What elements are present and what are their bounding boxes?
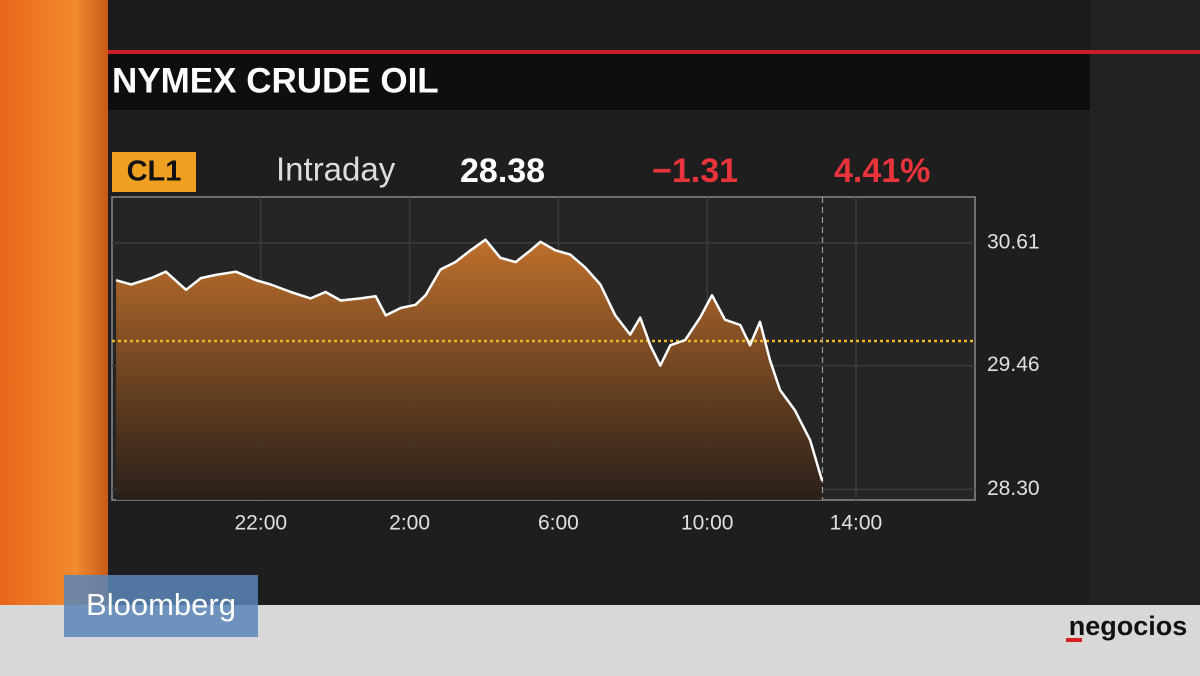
y-tick-label: 30.61 <box>987 230 1040 253</box>
title-band <box>108 54 1090 110</box>
price-area <box>116 239 823 500</box>
x-tick-label: 2:00 <box>389 512 430 535</box>
ticker: CL1 <box>127 156 182 188</box>
x-tick-label: 14:00 <box>830 512 883 535</box>
ticker-box <box>112 152 196 192</box>
last-price: 28.38 <box>460 152 545 190</box>
network-logo-box <box>64 575 258 637</box>
x-tick-label: 6:00 <box>538 512 579 535</box>
y-tick-label: 28.30 <box>987 477 1040 500</box>
chart-title: NYMEX CRUDE OIL <box>112 61 439 100</box>
orange-strip <box>0 0 108 676</box>
price-change: −1.31 <box>652 152 738 190</box>
y-tick-label: 29.46 <box>987 353 1040 376</box>
plot: 30.61 29.46 28.30 22:00 2:00 6:00 10:00 14:00 <box>112 197 1040 535</box>
side-panel <box>1090 0 1200 605</box>
red-rule <box>108 50 1200 54</box>
period: Intraday <box>276 151 396 188</box>
x-tick-label: 10:00 <box>681 512 734 535</box>
price-line <box>115 238 824 482</box>
site-logo-accent <box>1066 638 1082 642</box>
network-logo: Bloomberg <box>86 587 236 622</box>
x-tick-label: 22:00 <box>235 512 288 535</box>
percent-change: 4.41% <box>834 152 930 190</box>
site-logo: negocios <box>1069 611 1188 641</box>
